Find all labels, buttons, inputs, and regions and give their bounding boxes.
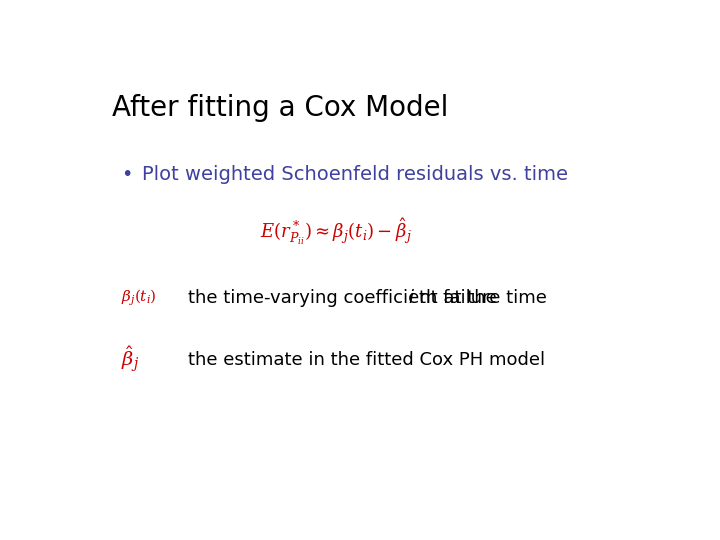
Text: $E(r^*_{P_{ii}}) \approx \beta_j(t_i) - \hat{\beta}_j$: $E(r^*_{P_{ii}}) \approx \beta_j(t_i) - … (260, 215, 411, 247)
Text: Plot weighted Schoenfeld residuals vs. time: Plot weighted Schoenfeld residuals vs. t… (142, 165, 568, 184)
Text: After fitting a Cox Model: After fitting a Cox Model (112, 94, 449, 122)
Text: $\beta_j(t_i)$: $\beta_j(t_i)$ (121, 287, 156, 308)
Text: th failure time: th failure time (419, 289, 547, 307)
Text: $\mathit{i}$: $\mathit{i}$ (408, 289, 415, 307)
Text: the time-varying coefficient at the: the time-varying coefficient at the (188, 289, 502, 307)
Text: the estimate in the fitted Cox PH model: the estimate in the fitted Cox PH model (188, 351, 545, 369)
Text: $\hat{\beta}_j$: $\hat{\beta}_j$ (121, 345, 139, 375)
Text: •: • (121, 165, 132, 184)
